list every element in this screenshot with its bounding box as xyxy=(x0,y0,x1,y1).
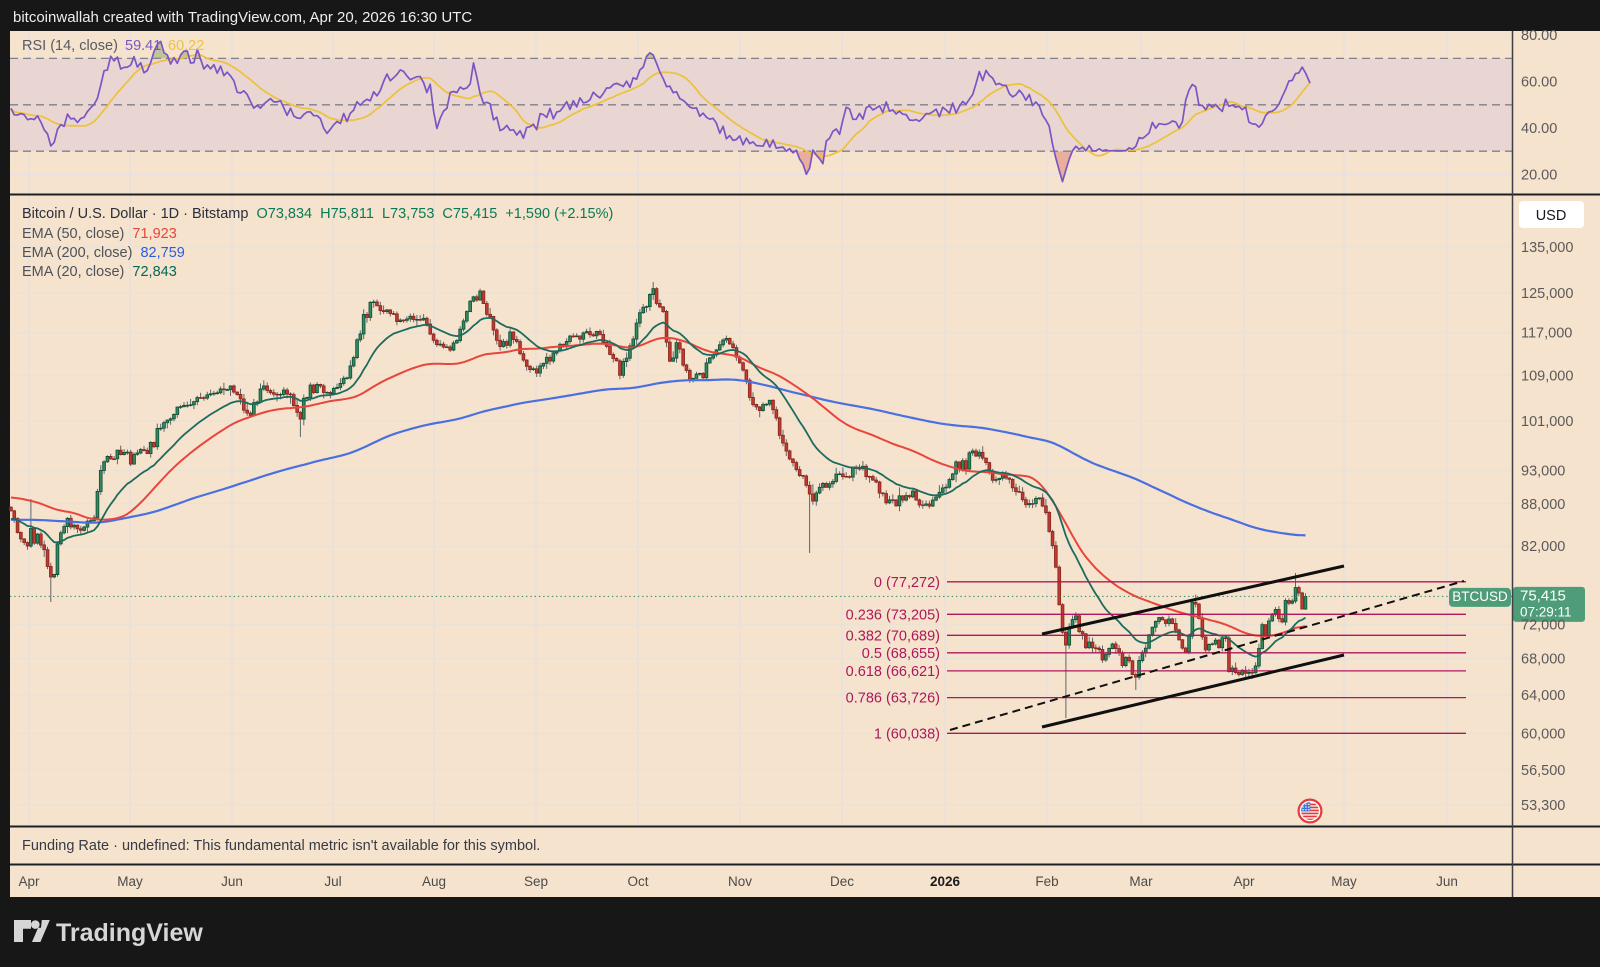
svg-text:0 (77,272): 0 (77,272) xyxy=(874,575,940,591)
svg-text:RSI (14, close): RSI (14, close) xyxy=(22,38,118,54)
svg-text:Mar: Mar xyxy=(1129,874,1153,889)
svg-text:Jun: Jun xyxy=(1436,874,1458,889)
svg-text:Dec: Dec xyxy=(830,874,854,889)
svg-text:Oct: Oct xyxy=(627,874,648,889)
svg-text:0.5 (68,655): 0.5 (68,655) xyxy=(862,646,940,662)
svg-text:USD: USD xyxy=(1536,208,1567,224)
svg-text:Feb: Feb xyxy=(1035,874,1058,889)
svg-text:Apr: Apr xyxy=(18,874,40,889)
svg-text:59.41: 59.41 xyxy=(125,38,161,54)
svg-text:135,000: 135,000 xyxy=(1521,240,1573,256)
svg-text:Bitcoin / U.S. Dollar · 1D · B: Bitcoin / U.S. Dollar · 1D · Bitstamp O7… xyxy=(22,206,613,222)
svg-text:Jul: Jul xyxy=(324,874,341,889)
svg-text:0.236 (73,205): 0.236 (73,205) xyxy=(846,607,940,623)
svg-text:117,000: 117,000 xyxy=(1521,326,1572,342)
svg-text:20.00: 20.00 xyxy=(1521,167,1557,183)
svg-text:May: May xyxy=(117,874,143,889)
svg-text:bitcoinwallah created with Tra: bitcoinwallah created with TradingView.c… xyxy=(13,9,472,26)
svg-text:93,000: 93,000 xyxy=(1521,464,1565,480)
svg-text:80.00: 80.00 xyxy=(1521,28,1557,44)
svg-text:60.00: 60.00 xyxy=(1521,75,1557,91)
svg-text:125,000: 125,000 xyxy=(1521,286,1573,302)
svg-text:40.00: 40.00 xyxy=(1521,121,1557,137)
svg-text:0.618 (66,621): 0.618 (66,621) xyxy=(846,664,940,680)
svg-text:60.22: 60.22 xyxy=(168,38,204,54)
svg-text:EMA (20, close) 72,843: EMA (20, close) 72,843 xyxy=(22,264,177,280)
svg-text:64,000: 64,000 xyxy=(1521,688,1565,704)
svg-text:EMA (200, close) 82,759: EMA (200, close) 82,759 xyxy=(22,245,185,261)
svg-text:BTCUSD: BTCUSD xyxy=(1452,589,1508,604)
svg-text:Sep: Sep xyxy=(524,874,548,889)
svg-text:101,000: 101,000 xyxy=(1521,414,1573,430)
svg-text:Apr: Apr xyxy=(1233,874,1255,889)
svg-text:109,000: 109,000 xyxy=(1521,368,1573,384)
svg-text:53,300: 53,300 xyxy=(1521,798,1565,814)
svg-text:EMA (50, close) 71,923: EMA (50, close) 71,923 xyxy=(22,226,177,242)
svg-text:Jun: Jun xyxy=(221,874,243,889)
svg-text:88,000: 88,000 xyxy=(1521,497,1565,513)
svg-text:Aug: Aug xyxy=(422,874,446,889)
svg-text:56,500: 56,500 xyxy=(1521,763,1565,779)
svg-text:0.382 (70,689): 0.382 (70,689) xyxy=(846,628,940,644)
svg-text:Nov: Nov xyxy=(728,874,752,889)
svg-text:82,000: 82,000 xyxy=(1521,539,1565,555)
svg-text:0.786 (63,726): 0.786 (63,726) xyxy=(846,691,940,707)
svg-text:May: May xyxy=(1331,874,1357,889)
svg-text:2026: 2026 xyxy=(930,874,961,889)
svg-text:TradingView: TradingView xyxy=(56,919,203,947)
svg-text:07:29:11: 07:29:11 xyxy=(1520,604,1572,619)
svg-text:68,000: 68,000 xyxy=(1521,652,1565,668)
svg-text:72,000: 72,000 xyxy=(1521,617,1565,633)
svg-text:75,415: 75,415 xyxy=(1520,587,1566,604)
svg-text:60,000: 60,000 xyxy=(1521,727,1565,743)
svg-text:1 (60,038): 1 (60,038) xyxy=(874,726,940,742)
svg-text:Funding Rate · undefined: This: Funding Rate · undefined: This fundament… xyxy=(22,838,540,854)
